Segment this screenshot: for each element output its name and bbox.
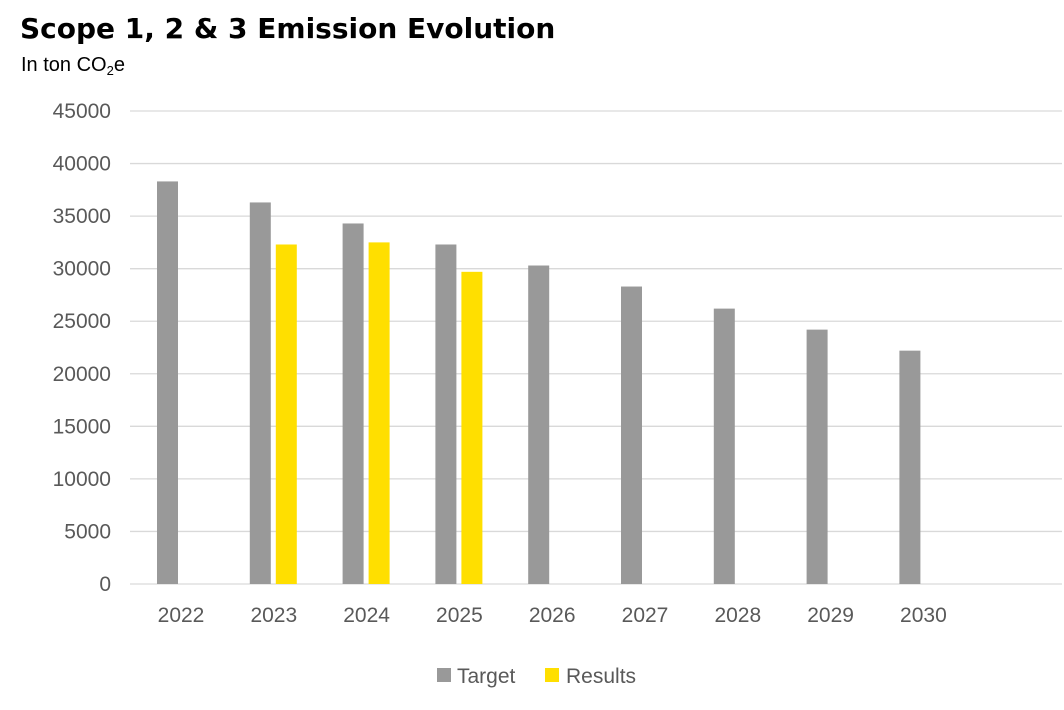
bar-results-2025 — [461, 271, 483, 584]
y-tick-label: 30000 — [53, 258, 111, 281]
bars — [157, 181, 921, 585]
y-tick-label: 25000 — [53, 310, 111, 333]
x-tick-label: 2022 — [158, 604, 205, 627]
subtitle-suffix: e — [113, 54, 125, 76]
legend-swatch-results — [545, 668, 559, 682]
chart-subtitle: In ton CO2e — [21, 54, 125, 77]
y-tick-label: 0 — [99, 573, 111, 596]
y-tick-label: 40000 — [53, 153, 111, 176]
legend: Target Results — [437, 665, 636, 688]
y-tick-label: 15000 — [53, 415, 111, 438]
x-tick-label: 2025 — [436, 604, 483, 627]
bar-results-2023 — [275, 244, 297, 585]
bar-target-2024 — [342, 223, 364, 585]
chart-title: Scope 1, 2 & 3 Emission Evolution — [20, 12, 556, 45]
x-tick-label: 2028 — [714, 604, 761, 627]
legend-label-results: Results — [566, 665, 636, 688]
y-tick-label: 35000 — [53, 205, 111, 228]
x-tick-label: 2024 — [343, 604, 390, 627]
subtitle-prefix: In ton CO — [21, 54, 107, 76]
bar-target-2029 — [806, 329, 828, 584]
y-tick-label: 10000 — [53, 468, 111, 491]
bar-target-2028 — [713, 308, 735, 584]
legend-label-target: Target — [457, 665, 516, 688]
y-tick-label: 5000 — [64, 520, 111, 543]
legend-swatch-target — [437, 668, 451, 682]
x-tick-label: 2026 — [529, 604, 576, 627]
bar-target-2022 — [157, 181, 178, 584]
bar-target-2030 — [899, 350, 921, 584]
y-tick-label: 20000 — [53, 363, 111, 386]
subtitle-subscript: 2 — [106, 63, 114, 78]
x-tick-label: 2023 — [250, 604, 297, 627]
y-axis-ticks: 0 5000 10000 15000 20000 25000 30000 35000 40000… — [53, 100, 111, 596]
x-axis-ticks: 2022 2023 2024 2025 2026 2027 2028 2029 2030 — [158, 604, 947, 627]
bar-target-2027 — [621, 286, 642, 584]
x-tick-label: 2029 — [807, 604, 854, 627]
y-tick-label: 45000 — [53, 100, 111, 123]
x-tick-label: 2027 — [622, 604, 669, 627]
bar-results-2024 — [368, 242, 390, 584]
bar-target-2026 — [528, 265, 550, 584]
bar-target-2025 — [435, 244, 457, 585]
x-tick-label: 2030 — [900, 604, 947, 627]
bar-target-2023 — [249, 202, 271, 585]
